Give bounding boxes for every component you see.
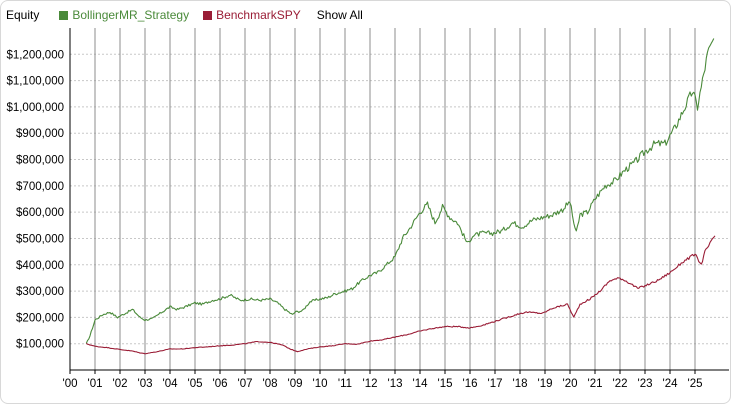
x-tick-labels: '00 '01 '02 '03 '04 '05 '06 '07 '08 '09 '10 '11 '12 '… <box>63 378 703 390</box>
x-tick-label: '24 <box>663 378 679 390</box>
y-tick-label: $600,000 <box>16 207 64 219</box>
x-tick-label: '25 <box>688 378 703 390</box>
strategy-equity-line <box>85 38 715 344</box>
x-tick-label: '14 <box>413 378 429 390</box>
x-tick-label: '08 <box>263 378 278 390</box>
y-tick-label: $1,000,000 <box>6 102 64 114</box>
x-tick-label: '09 <box>288 378 303 390</box>
benchmark-swatch-icon <box>203 10 213 20</box>
x-tick-label: '15 <box>438 378 453 390</box>
axes <box>69 28 729 374</box>
x-tick-label: '20 <box>563 378 578 390</box>
y-tick-label: $200,000 <box>16 312 64 324</box>
x-tick-label: '00 <box>63 378 78 390</box>
y-tick-labels: $100,000 $200,000 $300,000 $400,000 $500,000… <box>6 49 64 350</box>
y-tick-label: $300,000 <box>16 286 64 298</box>
y-tick-label: $500,000 <box>16 233 64 245</box>
x-tick-label: '22 <box>613 378 628 390</box>
x-tick-label: '10 <box>313 378 328 390</box>
x-tick-label: '23 <box>638 378 653 390</box>
y-tick-label: $900,000 <box>16 128 64 140</box>
y-tick-label: $400,000 <box>16 260 64 272</box>
gridlines <box>70 28 729 370</box>
y-tick-label: $1,100,000 <box>6 76 64 88</box>
x-tick-label: '19 <box>538 378 553 390</box>
x-tick-label: '16 <box>463 378 478 390</box>
legend-title: Equity <box>6 8 40 22</box>
y-tick-label: $700,000 <box>16 181 64 193</box>
x-tick-label: '13 <box>388 378 403 390</box>
legend-item-benchmark[interactable]: BenchmarkSPY <box>203 8 301 22</box>
x-tick-label: '11 <box>338 378 352 390</box>
x-tick-label: '21 <box>588 378 603 390</box>
series-lines <box>85 38 716 355</box>
x-tick-label: '01 <box>88 378 103 390</box>
show-all-button[interactable]: Show All <box>316 8 363 22</box>
y-tick-label: $100,000 <box>16 339 64 351</box>
x-tick-label: '04 <box>163 378 179 390</box>
x-tick-label: '03 <box>138 378 153 390</box>
legend-label-benchmark: BenchmarkSPY <box>216 8 301 22</box>
x-tick-label: '05 <box>188 378 203 390</box>
legend-item-strategy[interactable]: BollingerMR_Strategy <box>59 8 189 22</box>
strategy-swatch-icon <box>59 10 69 20</box>
x-tick-label: '12 <box>363 378 378 390</box>
x-tick-label: '06 <box>213 378 228 390</box>
x-tick-label: '07 <box>238 378 253 390</box>
benchmark-equity-line <box>85 235 716 355</box>
legend: Equity BollingerMR_Strategy BenchmarkSPY… <box>6 6 363 24</box>
x-tick-label: '18 <box>513 378 528 390</box>
y-tick-label: $800,000 <box>16 155 64 167</box>
x-tick-label: '02 <box>113 378 128 390</box>
legend-label-strategy: BollingerMR_Strategy <box>72 8 190 22</box>
x-tick-label: '17 <box>488 378 503 390</box>
y-tick-label: $1,200,000 <box>6 49 64 61</box>
